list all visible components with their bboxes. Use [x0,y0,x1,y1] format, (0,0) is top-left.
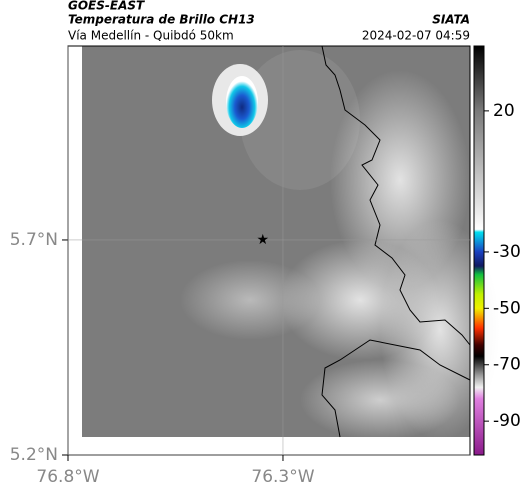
source: SIATA [432,13,470,27]
title: GOES-EAST [68,0,145,13]
lat-tick-label: 5.2°N [10,445,58,465]
colorbar-tick-label: -50 [493,298,521,318]
colorbar-tick-label: -70 [493,355,521,375]
lon-tick-label: 76.8°W [36,467,99,487]
map-image [68,45,500,455]
subtitle: Temperatura de Brillo CH13 [68,13,255,27]
lat-tick-label: 5.7°N [10,230,58,250]
route: Vía Medellín - Quibdó 50km [68,29,234,43]
location-marker: ★ [256,232,269,248]
colorbar-tick-label: -30 [493,242,521,262]
lon-tick-label: 76.3°W [251,467,314,487]
colorbar-tick-label: -90 [493,411,521,431]
colorbar-tick-label: 20 [493,101,515,121]
timestamp: 2024-02-07 04:59 [362,29,470,43]
colorbar [473,45,485,456]
